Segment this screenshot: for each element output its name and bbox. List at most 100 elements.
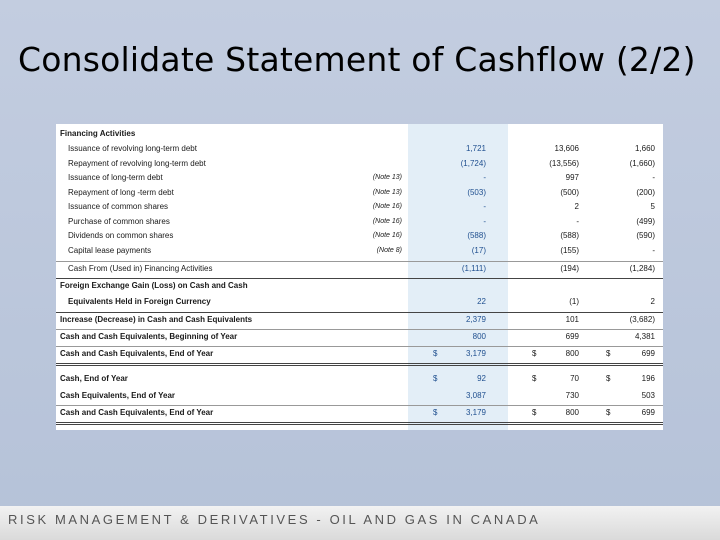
value-current: 92 <box>477 374 486 383</box>
financing-row: Dividends on common shares (Note 16) (588)… <box>56 229 663 243</box>
note-reference: (Note 13) <box>372 188 402 196</box>
row-label: Cash and Cash Equivalents, Beginning of … <box>60 332 238 341</box>
value-prior: (588) <box>560 231 579 240</box>
value-prior: (1) <box>569 297 579 306</box>
divider <box>56 422 663 423</box>
financing-row: Purchase of common shares (Note 16) - - (499… <box>56 215 663 229</box>
divider <box>56 329 663 330</box>
note-reference: (Note 16) <box>372 203 402 210</box>
divider <box>56 312 663 313</box>
currency-symbol: $ <box>532 349 537 358</box>
value-prior-2: - <box>652 173 655 182</box>
value-prior: 699 <box>565 332 579 341</box>
row-label: Cash Equivalents, End of Year <box>60 391 175 400</box>
note-reference: (Note 13) <box>372 174 402 181</box>
row-label: Dividends on common shares <box>68 231 174 240</box>
currency-symbol: $ <box>433 408 438 417</box>
row-label: Repayment of long -term debt <box>68 187 174 197</box>
row-label: Cash, End of Year <box>60 374 128 383</box>
section-financing-header: Financing Activities <box>56 127 663 141</box>
value-current: (1,724) <box>460 158 486 168</box>
value-prior-2: 699 <box>641 408 655 417</box>
value-prior-2: 1,660 <box>634 144 655 153</box>
financing-total-row: Cash From (Used in) Financing Activities… <box>56 262 663 276</box>
note-reference: (Note 16) <box>372 217 402 225</box>
financing-row: Repayment of revolving long-term debt (1,… <box>56 157 663 171</box>
value-current: 22 <box>477 297 486 306</box>
row-label: Issuance of revolving long-term debt <box>68 144 197 153</box>
divider <box>56 261 663 262</box>
value-prior-2: (1,284) <box>629 264 655 273</box>
financing-row: Repayment of long -term debt (Note 13) (50… <box>56 186 663 200</box>
value-prior-2: 699 <box>641 349 655 358</box>
financing-row: Capital lease payments (Note 8) (17) (155) - <box>56 244 663 258</box>
value-prior-2: 4,381 <box>634 332 655 341</box>
value-current: (17) <box>471 245 486 255</box>
fx-row: Equivalents Held in Foreign Currency 22 … <box>56 295 663 309</box>
footer-bar: RISK MANAGEMENT & DERIVATIVES - OIL AND … <box>0 506 720 540</box>
value-prior-2: 2 <box>650 297 655 306</box>
slide-title: Consolidate Statement of Cashflow (2/2) <box>18 40 696 79</box>
divider <box>56 365 663 366</box>
value-prior-2: (200) <box>636 187 655 197</box>
value-prior-2: 196 <box>641 374 655 383</box>
value-prior: 800 <box>565 349 579 358</box>
row-label: Foreign Exchange Gain (Loss) on Cash and… <box>60 281 248 290</box>
cashflow-table: Financing Activities Issuance of revolvi… <box>56 124 663 430</box>
value-prior: (194) <box>560 264 579 273</box>
financing-row: Issuance of revolving long-term debt 1,72… <box>56 142 663 156</box>
fx-header-row: Foreign Exchange Gain (Loss) on Cash and… <box>56 279 663 293</box>
end-of-year-row-2: Cash and Cash Equivalents, End of Year $… <box>56 406 663 420</box>
row-label: Purchase of common shares <box>68 216 170 226</box>
value-prior: 997 <box>565 173 579 182</box>
value-current: 3,179 <box>465 408 486 417</box>
value-prior-2: 503 <box>641 391 655 400</box>
row-label: Repayment of revolving long-term debt <box>68 158 206 168</box>
value-prior-2: (590) <box>636 231 655 240</box>
currency-symbol: $ <box>606 374 611 383</box>
divider <box>56 346 663 347</box>
cash-equivalents-end-row: Cash Equivalents, End of Year 3,087 730 … <box>56 389 663 403</box>
value-prior: 13,606 <box>554 144 579 153</box>
value-current: - <box>483 216 486 226</box>
value-prior: 2 <box>574 202 579 211</box>
currency-symbol: $ <box>532 408 537 417</box>
currency-symbol: $ <box>606 408 611 417</box>
value-current: 1,721 <box>465 144 486 153</box>
currency-symbol: $ <box>532 374 537 383</box>
row-label: Issuance of long-term debt <box>68 173 163 182</box>
currency-symbol: $ <box>433 374 438 383</box>
value-prior-2: 5 <box>650 202 655 211</box>
row-label: Cash and Cash Equivalents, End of Year <box>60 349 214 358</box>
currency-symbol: $ <box>606 349 611 358</box>
value-current: (503) <box>467 187 486 197</box>
value-prior: 730 <box>565 391 579 400</box>
row-label: Equivalents Held in Foreign Currency <box>68 297 211 306</box>
value-prior: - <box>576 216 579 226</box>
row-label: Cash and Cash Equivalents, End of Year <box>60 408 214 417</box>
note-reference: (Note 16) <box>372 232 402 239</box>
financing-row: Issuance of common shares (Note 16) - 2 5 <box>56 200 663 214</box>
value-current: 3,087 <box>465 391 486 400</box>
row-label: Cash From (Used in) Financing Activities <box>68 264 213 273</box>
value-prior: (13,556) <box>549 158 579 168</box>
row-label: Increase (Decrease) in Cash and Cash Equ… <box>60 315 253 324</box>
row-label: Capital lease payments <box>68 245 152 255</box>
end-of-year-row: Cash and Cash Equivalents, End of Year $… <box>56 347 663 361</box>
value-prior-2: (3,682) <box>629 315 655 324</box>
divider <box>56 405 663 406</box>
value-prior: 800 <box>565 408 579 417</box>
beginning-row: Cash and Cash Equivalents, Beginning of … <box>56 330 663 344</box>
divider <box>56 363 663 364</box>
footer-text: RISK MANAGEMENT & DERIVATIVES - OIL AND … <box>8 512 541 527</box>
value-current: 800 <box>472 332 486 341</box>
currency-symbol: $ <box>433 349 438 358</box>
cash-end-row: Cash, End of Year $ 92 $ 70 $ 196 <box>56 372 663 386</box>
value-current: (1,111) <box>461 264 486 273</box>
increase-row: Increase (Decrease) in Cash and Cash Equ… <box>56 313 663 327</box>
value-current: - <box>483 173 486 182</box>
note-reference: (Note 8) <box>376 246 402 254</box>
value-current: - <box>483 202 486 211</box>
divider <box>56 424 663 425</box>
financing-row: Issuance of long-term debt (Note 13) - 997 - <box>56 171 663 185</box>
